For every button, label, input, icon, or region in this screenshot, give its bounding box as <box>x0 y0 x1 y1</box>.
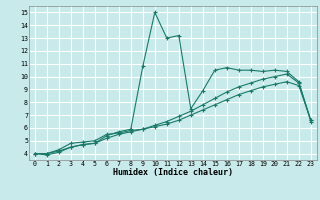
X-axis label: Humidex (Indice chaleur): Humidex (Indice chaleur) <box>113 168 233 177</box>
